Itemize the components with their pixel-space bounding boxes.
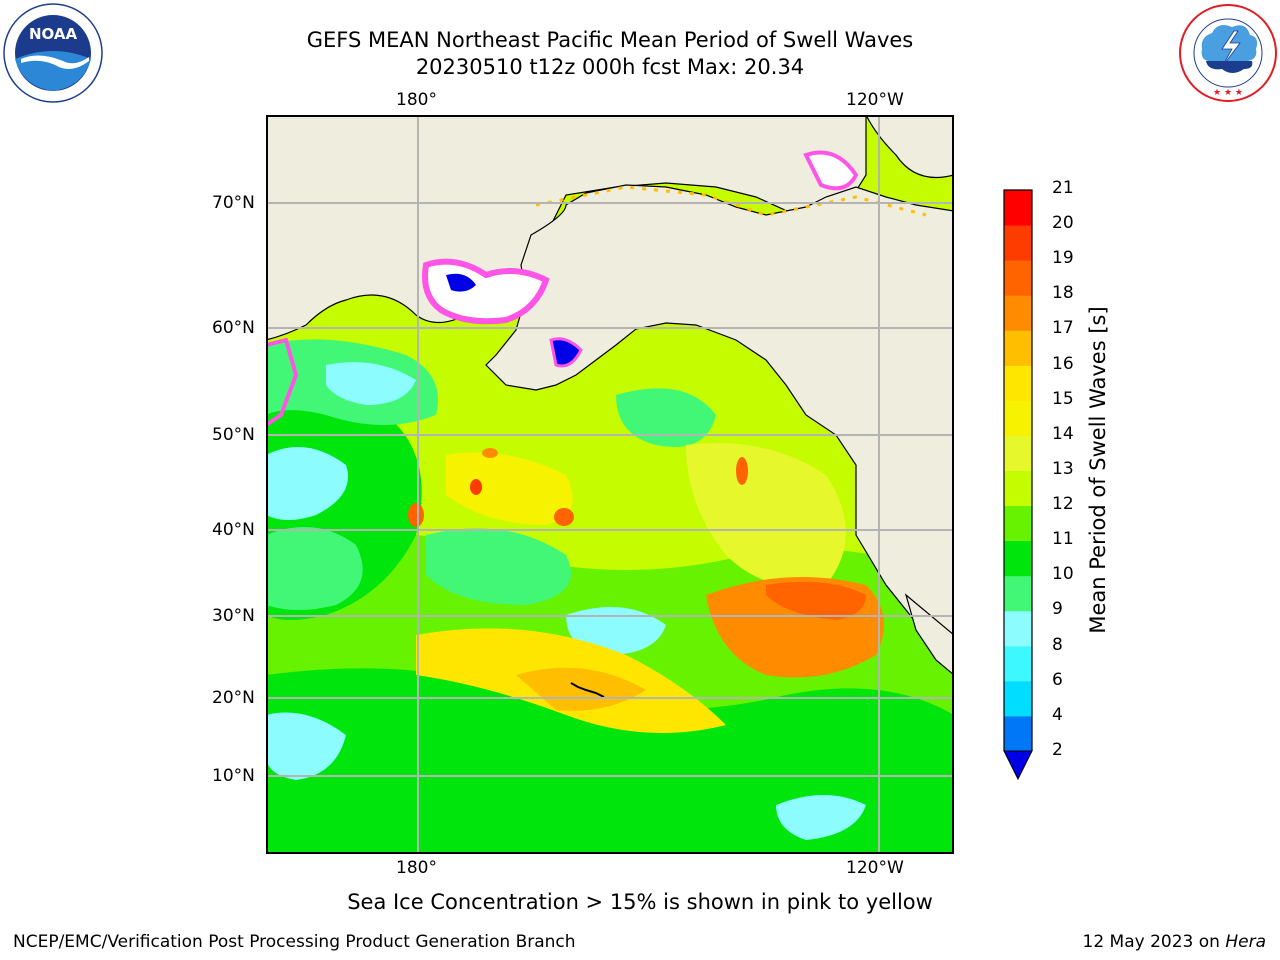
colorbar-block	[1004, 470, 1032, 507]
colorbar-label: Mean Period of Swell Waves [s]	[1086, 306, 1110, 634]
land-arctic-islands	[865, 115, 954, 179]
field-spot-4	[736, 457, 748, 485]
noaa-logo: NOAA	[3, 3, 103, 103]
map-gridlines	[266, 115, 954, 854]
plot-subtitle: 20230510 t12z 000h fcst Max: 20.34	[415, 55, 805, 79]
swell-period-map	[266, 115, 954, 854]
noaa-logo-text: NOAA	[29, 25, 78, 43]
field-gulf-green	[616, 388, 716, 447]
field-south-cyan	[776, 795, 866, 840]
footer-date-text: 12 May 2023 on	[1082, 932, 1226, 952]
colorbar-tick: 15	[1052, 389, 1074, 409]
field-spot-1	[408, 503, 424, 527]
lat-label-50n: 50°N	[212, 425, 255, 445]
field-swell-max-core	[766, 581, 866, 620]
colorbar-tick: 6	[1052, 670, 1063, 690]
field-spot-5	[482, 448, 498, 458]
lat-label-20n: 20°N	[212, 688, 255, 708]
lat-label-70n: 70°N	[212, 193, 255, 213]
colorbar-tick-labels: 21 20 19 18 17 16 15 14 13 12 11 10 9 8 …	[1052, 178, 1092, 778]
colorbar-tick: 20	[1052, 213, 1074, 233]
colorbar-tick: 10	[1052, 564, 1074, 584]
colorbar-block	[1004, 715, 1032, 752]
colorbar-block	[1004, 260, 1032, 296]
lon-label-bottom-180: 180°	[396, 858, 437, 878]
colorbar-tick: 14	[1052, 424, 1074, 444]
field-central-green	[426, 528, 571, 605]
lat-label-40n: 40°N	[212, 520, 255, 540]
field-west-cyan	[266, 447, 348, 520]
lon-label-bottom-120w: 120°W	[846, 858, 904, 878]
sea-ice-arctic-coast	[535, 185, 927, 217]
sea-ice-bering-thin	[446, 273, 476, 292]
colorbar-under-triangle	[1003, 750, 1033, 781]
colorbar-block	[1004, 330, 1032, 366]
field-west-lightgreen	[266, 527, 363, 610]
colorbar-block	[1004, 295, 1032, 331]
colorbar-tick: 13	[1052, 459, 1074, 479]
sea-ice-bristol	[549, 337, 583, 368]
colorbar-blocks	[1004, 190, 1032, 752]
sea-ice-beaufort	[803, 150, 859, 191]
colorbar-tick: 16	[1052, 354, 1074, 374]
colorbar-tick: 4	[1052, 705, 1063, 725]
lat-label-30n: 30°N	[212, 606, 255, 626]
hawaii-islands	[570, 682, 605, 698]
colorbar-block	[1004, 610, 1032, 647]
lon-label-top-180: 180°	[396, 90, 437, 110]
colorbar-outline	[1003, 189, 1033, 751]
svg-text:★ ★ ★: ★ ★ ★	[1213, 88, 1243, 98]
footer-date: 12 May 2023 on Hera	[1083, 932, 1267, 952]
colorbar-block	[1004, 540, 1032, 577]
colorbar-block	[1004, 400, 1032, 436]
field-spot-2	[470, 479, 482, 495]
colorbar-tick: 19	[1052, 248, 1074, 268]
colorbar-tick: 9	[1052, 599, 1063, 619]
colorbar-block	[1004, 225, 1032, 261]
footer-machine-name: Hera	[1225, 932, 1266, 952]
field-swell-band-orange	[516, 667, 646, 711]
colorbar-tick: 11	[1052, 529, 1074, 549]
field-spot-3	[554, 508, 574, 526]
field-north-cyan	[326, 362, 416, 405]
colorbar-tick: 8	[1052, 635, 1063, 655]
map-frame	[266, 115, 954, 854]
colorbar-tick: 21	[1052, 178, 1074, 198]
field-midlat-yellow	[446, 452, 573, 525]
colorbar-tick: 18	[1052, 283, 1074, 303]
colorbar-tick: 12	[1052, 494, 1074, 514]
footer-credit: NCEP/EMC/Verification Post Processing Pr…	[13, 932, 576, 952]
colorbar-block	[1004, 435, 1032, 471]
field-southwest-cyan	[266, 712, 346, 780]
plot-title: GEFS MEAN Northeast Pacific Mean Period …	[306, 28, 914, 52]
lon-label-top-120w: 120°W	[846, 90, 904, 110]
colorbar-tick: 17	[1052, 318, 1074, 338]
colorbar-block	[1004, 680, 1032, 717]
colorbar-tick: 2	[1052, 740, 1063, 760]
sea-ice-west	[266, 337, 299, 428]
lat-label-60n: 60°N	[212, 318, 255, 338]
colorbar-block	[1004, 190, 1032, 226]
colorbar-block	[1004, 575, 1032, 612]
sea-ice-note: Sea Ice Concentration > 15% is shown in …	[347, 890, 933, 914]
lat-label-10n: 10°N	[212, 766, 255, 786]
colorbar-block	[1004, 365, 1032, 401]
colorbar-block	[1004, 505, 1032, 542]
field-northeast-yellow	[686, 443, 846, 587]
colorbar	[1003, 189, 1033, 781]
colorbar-block	[1004, 645, 1032, 682]
nws-logo: ★ ★ ★	[1179, 4, 1277, 102]
